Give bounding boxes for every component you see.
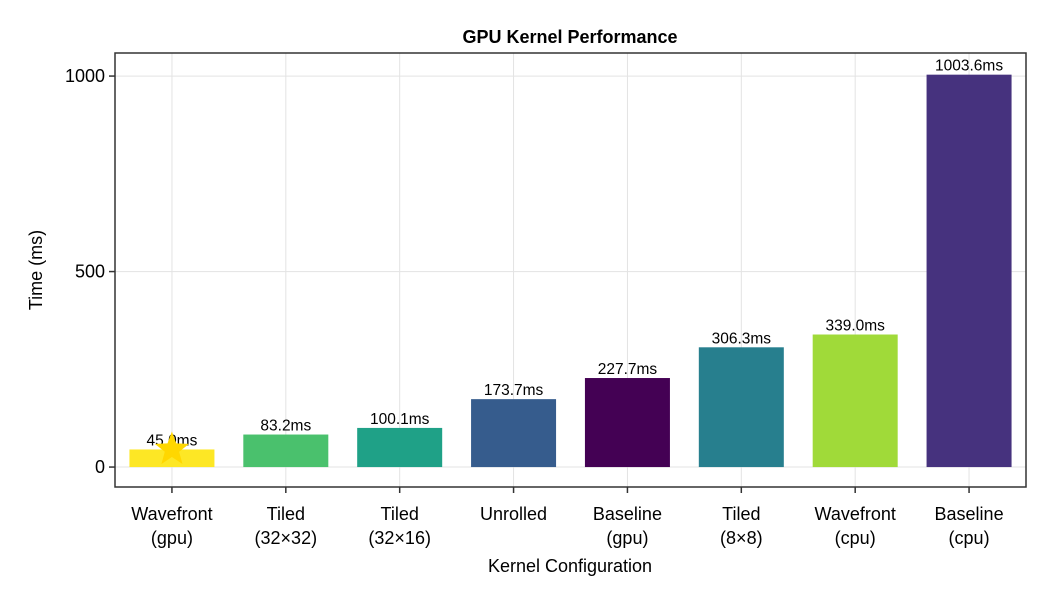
y-tick-label: 0 (95, 457, 105, 477)
x-tick-label: (32×32) (255, 528, 318, 548)
bar (698, 347, 784, 468)
x-tick-label: Baseline (935, 504, 1004, 524)
x-tick-label: (gpu) (151, 528, 193, 548)
data-label: 83.2ms (260, 418, 311, 435)
data-label: 100.1ms (370, 411, 430, 428)
x-tick-label: Tiled (267, 504, 305, 524)
x-tick-label: (cpu) (835, 528, 876, 548)
y-tick-label: 500 (75, 262, 105, 282)
bar (357, 427, 443, 468)
x-tick-label: Wavefront (131, 504, 212, 524)
x-tick-label: Unrolled (480, 504, 547, 524)
x-tick-label: Baseline (593, 504, 662, 524)
data-label: 306.3ms (712, 330, 772, 347)
y-tick-label: 1000 (65, 66, 105, 86)
data-label: 1003.6ms (935, 58, 1003, 75)
bar (812, 334, 898, 468)
data-label: 227.7ms (598, 361, 658, 378)
bar (584, 378, 670, 468)
star-icon (154, 431, 190, 464)
axes: 0 500 1000 Wavefront (gpu) Tiled (32×32) Tiled (… (65, 66, 1004, 548)
x-tick-label: (gpu) (606, 528, 648, 548)
bars: 45.0ms83.2ms100.1ms173.7ms227.7ms306.3ms… (129, 58, 1012, 468)
plot-frame (114, 52, 1027, 488)
data-label: 339.0ms (825, 318, 885, 335)
bar (129, 449, 215, 468)
x-axis-label: Kernel Configuration (488, 556, 652, 576)
bar (243, 434, 329, 468)
x-tick-label: (32×16) (368, 528, 431, 548)
bar (926, 74, 1012, 468)
chart-title: GPU Kernel Performance (462, 27, 677, 47)
data-label: 173.7ms (484, 382, 544, 399)
x-tick-label: Tiled (381, 504, 419, 524)
x-tick-label: Tiled (722, 504, 760, 524)
x-tick-label: (cpu) (949, 528, 990, 548)
y-axis-label: Time (ms) (26, 230, 46, 310)
x-tick-label: Wavefront (815, 504, 896, 524)
x-tick-label: (8×8) (720, 528, 763, 548)
bar (471, 399, 557, 468)
